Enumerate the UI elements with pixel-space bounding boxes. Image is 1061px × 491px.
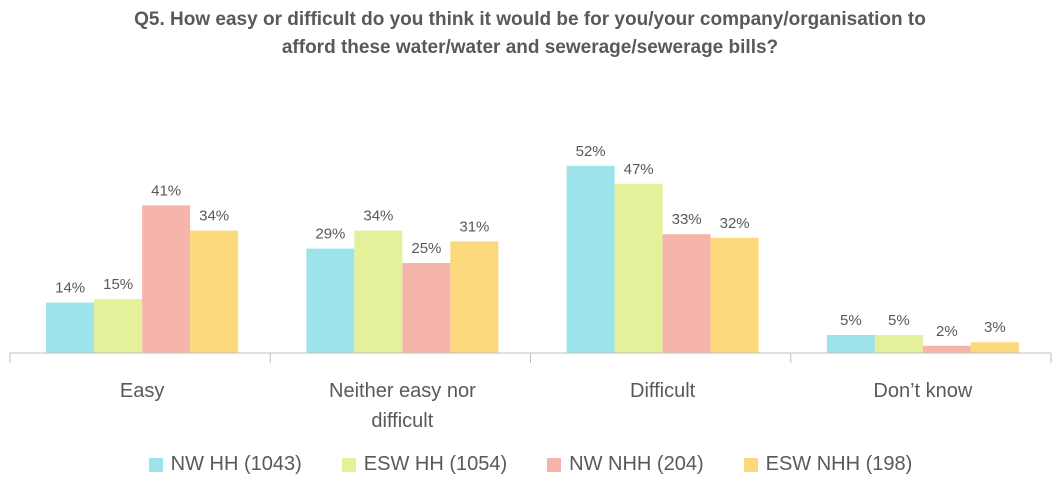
legend-label: ESW HH (1054): [363, 453, 508, 475]
value-label: 34%: [199, 208, 229, 225]
bar: [46, 302, 95, 353]
value-label: 41%: [151, 182, 181, 199]
bar: [970, 342, 1019, 353]
legend-item: ESW HH (1054): [341, 453, 508, 476]
x-tick-label: Easy: [119, 380, 165, 402]
bar: [874, 335, 923, 353]
value-label: 15%: [103, 276, 133, 293]
legend-label: NW NHH (204): [569, 453, 704, 475]
value-label: 52%: [576, 143, 606, 160]
legend-item: NW HH (1043): [148, 453, 302, 476]
bar: [614, 183, 663, 353]
bar: [94, 299, 143, 353]
bar: [566, 165, 615, 353]
chart-title: Q5. How easy or difficult do you think i…: [134, 9, 926, 58]
legend-label: ESW NHH (198): [765, 453, 913, 475]
legend-swatch: [743, 457, 758, 472]
bar: [402, 263, 451, 353]
value-label: 5%: [888, 312, 910, 329]
bar: [826, 335, 875, 353]
value-label: 5%: [840, 312, 862, 329]
value-label: 3%: [984, 319, 1006, 336]
bar: [922, 345, 971, 353]
value-label: 29%: [315, 226, 345, 243]
legend-swatch: [148, 457, 163, 472]
bar: [450, 241, 499, 353]
value-label: 47%: [624, 161, 654, 178]
x-tick-label: Neither easy nor difficult: [329, 380, 476, 432]
legend-swatch: [547, 457, 562, 472]
bar: [662, 234, 711, 353]
x-tick-label: Difficult: [630, 380, 696, 402]
value-label: 32%: [720, 215, 750, 232]
value-label: 25%: [411, 240, 441, 257]
bar: [190, 230, 239, 353]
value-label: 33%: [672, 211, 702, 228]
bar: [354, 230, 403, 353]
legend-item: NW NHH (204): [547, 453, 704, 476]
legend-item: ESW NHH (198): [743, 453, 913, 476]
value-label: 31%: [459, 218, 489, 235]
bar: [306, 248, 355, 353]
legend-label: NW HH (1043): [170, 453, 302, 475]
value-label: 34%: [363, 208, 393, 225]
value-label: 14%: [55, 280, 85, 297]
legend: NW HH (1043) ESW HH (1054) NW NHH (204) ESW…: [0, 453, 1061, 476]
value-label: 2%: [936, 323, 958, 340]
bar: [142, 205, 191, 353]
x-tick-label: Don’t know: [873, 380, 973, 402]
bar: [710, 237, 759, 353]
legend-swatch: [341, 457, 356, 472]
